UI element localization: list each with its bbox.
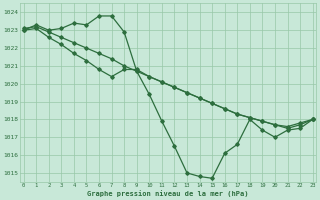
X-axis label: Graphe pression niveau de la mer (hPa): Graphe pression niveau de la mer (hPa) [87,190,249,197]
